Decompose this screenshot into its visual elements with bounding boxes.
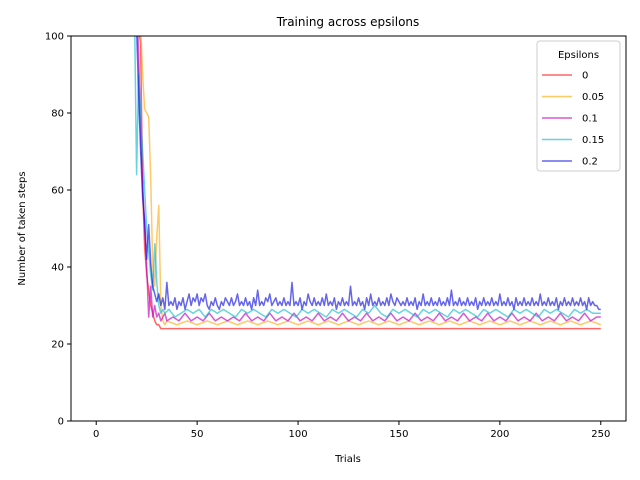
chart-title: Training across epsilons — [276, 15, 420, 29]
x-tick-label: 50 — [191, 429, 204, 440]
y-tick-label: 0 — [58, 417, 64, 428]
series-line-eps-0-1 — [137, 36, 601, 322]
y-axis-label: Number of taken steps — [17, 171, 28, 285]
series-line-eps-0-2 — [136, 36, 601, 311]
x-tick-label: 250 — [591, 429, 610, 440]
legend: Epsilons 0 0.05 0.1 0.15 0.2 — [536, 40, 621, 172]
legend-entry-label: 0.2 — [582, 157, 598, 168]
y-tick-label: 100 — [45, 32, 64, 43]
y-tick-label: 20 — [51, 340, 64, 351]
legend-title: Epsilons — [558, 50, 599, 61]
legend-entry-label: 0.1 — [582, 114, 598, 125]
legend-entry-label: 0.15 — [582, 135, 604, 146]
x-tick-label: 200 — [490, 429, 509, 440]
x-tick-label: 150 — [389, 429, 408, 440]
x-tick-label: 100 — [288, 429, 307, 440]
x-tick-label: 0 — [93, 429, 99, 440]
series-line-eps-0-15 — [134, 36, 601, 318]
y-tick-label: 80 — [51, 109, 64, 120]
x-axis-label: Trials — [334, 454, 361, 465]
plot-frame — [70, 35, 627, 422]
series-layer — [134, 36, 602, 330]
series-line-eps-0-05 — [140, 36, 602, 326]
y-axis: 0 20 40 60 80 100 — [45, 32, 71, 428]
x-axis: 0 50 100 150 200 250 — [93, 421, 610, 440]
legend-entry-label: 0.05 — [582, 92, 604, 103]
y-tick-label: 60 — [51, 186, 64, 197]
legend-entry-label: 0 — [582, 71, 588, 82]
legend-box — [536, 40, 621, 172]
y-tick-label: 40 — [51, 263, 64, 274]
